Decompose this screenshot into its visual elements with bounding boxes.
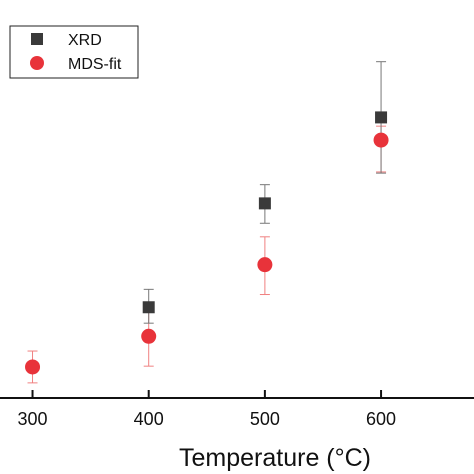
error-bars xyxy=(27,61,387,384)
x-tick-label-300: 300 xyxy=(18,409,48,429)
x-tick-label-500: 500 xyxy=(250,409,280,429)
point-mds-fit-300 xyxy=(25,359,41,375)
legend-label-xrd: XRD xyxy=(68,32,102,49)
x-axis-ticks: 300 400 500 600 xyxy=(18,390,396,429)
legend: XRD MDS-fit xyxy=(9,25,139,79)
point-mds-fit-500 xyxy=(257,257,273,273)
point-mds-fit-600 xyxy=(373,132,389,148)
legend-marker-xrd xyxy=(31,33,43,45)
x-axis-label: Temperature (°C) xyxy=(179,444,371,472)
data-points xyxy=(25,111,389,375)
legend-label-mds-fit: MDS-fit xyxy=(68,56,122,73)
x-tick-label-400: 400 xyxy=(134,409,164,429)
point-xrd-600 xyxy=(375,111,388,124)
point-mds-fit-400 xyxy=(141,328,157,344)
legend-marker-mds-fit xyxy=(30,56,44,70)
x-tick-label-600: 600 xyxy=(366,409,396,429)
point-xrd-500 xyxy=(258,197,271,210)
point-xrd-400 xyxy=(142,301,155,314)
